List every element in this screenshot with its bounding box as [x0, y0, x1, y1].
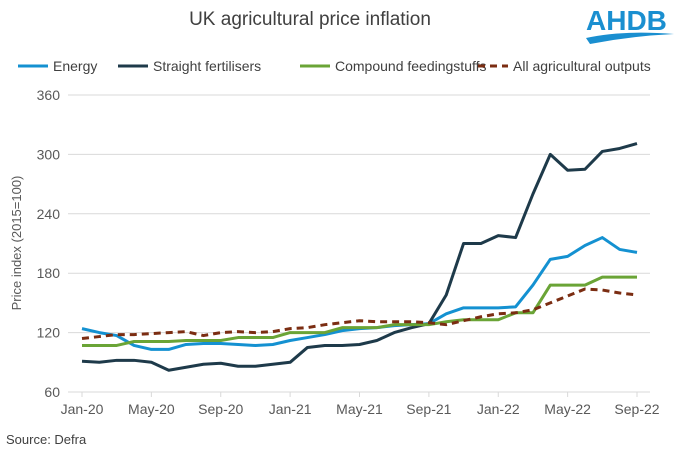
legend-label: Energy	[53, 58, 97, 74]
x-tick-label: Sep-22	[614, 401, 659, 417]
x-tick-label: May-21	[336, 401, 383, 417]
y-tick-label: 120	[37, 325, 61, 341]
x-tick-label: Jan-20	[61, 401, 104, 417]
series-line-compound-feedingstuffs	[82, 275, 637, 347]
x-tick-label: Sep-21	[406, 401, 451, 417]
chart-title: UK agricultural price inflation	[189, 9, 431, 30]
y-tick-label: 180	[37, 265, 61, 281]
x-tick-label: Jan-21	[269, 401, 312, 417]
logo-text: AHDB	[586, 5, 667, 36]
ahdb-logo: AHDB	[586, 5, 674, 44]
y-tick-label: 240	[37, 206, 61, 222]
x-tick-label: May-20	[128, 401, 175, 417]
legend-label: Compound feedingstuffs	[335, 58, 487, 74]
y-tick-label: 60	[44, 384, 60, 400]
series-line-all-agricultural-outputs	[81, 287, 638, 341]
x-tick-label: Sep-20	[198, 401, 243, 417]
legend-label: All agricultural outputs	[513, 58, 651, 74]
y-tick-label: 300	[37, 146, 61, 162]
legend-label: Straight fertilisers	[153, 58, 261, 74]
series-line-straight-fertilisers	[81, 142, 638, 372]
x-tick-label: Jan-22	[477, 401, 520, 417]
y-tick-label: 360	[37, 87, 61, 103]
y-axis-label: Price index (2015=100)	[9, 176, 24, 311]
source-note: Source: Defra	[6, 432, 87, 447]
x-tick-label: May-22	[544, 401, 591, 417]
